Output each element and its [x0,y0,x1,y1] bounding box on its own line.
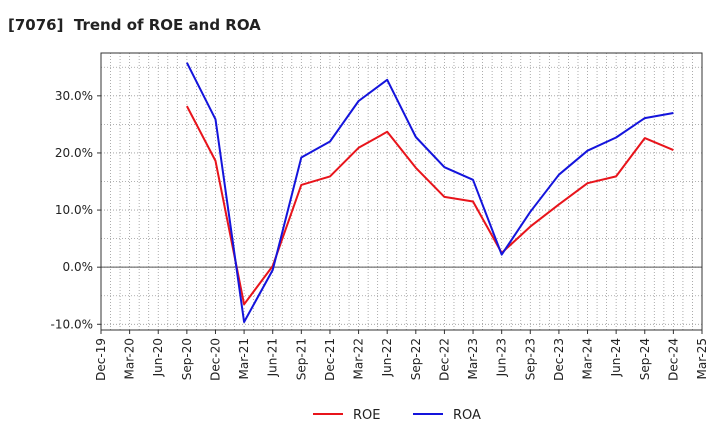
x-tick-label: Dec-19 [94,338,108,381]
legend-label-roe: ROE [353,408,380,423]
x-tick-label: Mar-20 [123,338,137,379]
y-tick-label: 30.0% [55,89,93,103]
series-line-roa [186,62,674,323]
x-tick-label: Mar-24 [581,338,595,379]
x-tick-label: Dec-21 [323,338,337,381]
x-tick-label: Dec-24 [666,338,680,381]
x-tick-label: Dec-22 [437,338,451,381]
x-tick-label: Mar-22 [352,338,366,379]
x-tick-label: Sep-22 [409,338,423,380]
x-tick-label: Sep-20 [180,338,194,380]
x-tick-label: Mar-21 [237,338,251,379]
x-tick-label: Sep-23 [523,338,537,380]
y-tick-label: 0.0% [63,260,94,274]
x-tick-label: Mar-23 [466,338,480,379]
series-line-roe [186,105,674,306]
x-tick-label: Jun-20 [151,338,165,377]
plot-border [100,52,703,331]
legend-label-roa: ROA [453,408,481,423]
chart-title: [7076] Trend of ROE and ROA [8,16,261,34]
y-tick-label: 10.0% [55,203,93,217]
x-tick-label: Sep-24 [638,338,652,380]
y-tick-label: -10.0% [51,317,93,331]
x-tick-label: Jun-23 [495,338,509,377]
y-tick-label: 20.0% [55,146,93,160]
x-tick-label: Sep-21 [294,338,308,380]
plot-area [101,53,702,330]
x-tick-label: Dec-20 [208,338,222,381]
x-tick-label: Jun-21 [266,338,280,377]
x-tick-label: Jun-22 [380,338,394,377]
x-tick-label: Mar-25 [695,338,709,379]
x-tick-label: Jun-24 [609,338,623,377]
x-tick-label: Dec-23 [552,338,566,381]
